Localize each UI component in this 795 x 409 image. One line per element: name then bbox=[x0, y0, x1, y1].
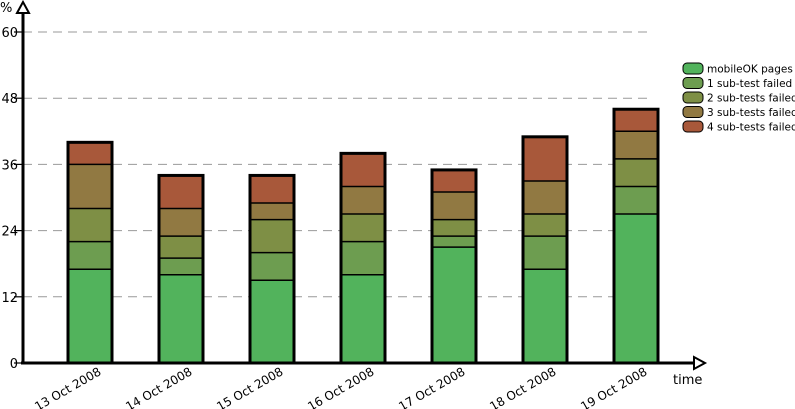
bar-segment bbox=[432, 191, 476, 220]
bar-segment bbox=[432, 247, 476, 363]
bar-segment bbox=[614, 109, 658, 132]
legend-label: 3 sub-tests failed bbox=[707, 107, 795, 119]
x-axis-label: time bbox=[673, 373, 702, 388]
legend-swatch bbox=[682, 91, 704, 104]
bars bbox=[66, 107, 660, 365]
bar-segment bbox=[432, 236, 476, 248]
bar-segment bbox=[341, 153, 385, 187]
x-axis-arrow bbox=[693, 355, 708, 371]
x-tick-label: 16 Oct 2008 bbox=[305, 364, 376, 409]
bar-segment bbox=[250, 219, 294, 253]
x-tick-label: 18 Oct 2008 bbox=[487, 364, 558, 409]
bar-segment bbox=[159, 208, 203, 237]
legend-swatch bbox=[682, 106, 704, 118]
bar-segment bbox=[614, 158, 658, 187]
bar-segment bbox=[341, 186, 385, 215]
bar-segment bbox=[523, 136, 567, 181]
bar-segment bbox=[159, 258, 203, 275]
bar-segment bbox=[159, 274, 203, 363]
bar-segment bbox=[68, 142, 112, 165]
y-axis-label: % bbox=[0, 1, 12, 16]
axes: % time bbox=[0, 0, 708, 388]
bar-segment bbox=[68, 269, 112, 363]
bar-segment bbox=[523, 269, 567, 363]
bar-segment bbox=[341, 274, 385, 363]
x-tick-label: 19 Oct 2008 bbox=[578, 364, 649, 409]
y-tick-label: 60 bbox=[1, 26, 18, 41]
x-tick-label: 14 Oct 2008 bbox=[123, 364, 194, 409]
bar-segment bbox=[68, 241, 112, 270]
legend-label: 1 sub-test failed bbox=[707, 78, 792, 90]
y-axis-arrow bbox=[15, 0, 31, 14]
bar-segment bbox=[341, 214, 385, 242]
legend-swatch bbox=[682, 77, 704, 89]
legend-swatch bbox=[682, 62, 704, 75]
bar-segment bbox=[250, 175, 294, 204]
x-tick-label: 15 Oct 2008 bbox=[214, 364, 285, 409]
y-tick-label: 48 bbox=[1, 92, 18, 107]
y-tick-label: 36 bbox=[1, 158, 18, 173]
bar-segment bbox=[68, 208, 112, 242]
x-tick-label: 13 Oct 2008 bbox=[32, 364, 103, 409]
bar-segment bbox=[68, 164, 112, 209]
bar-segment bbox=[250, 252, 294, 281]
bar-segment bbox=[159, 175, 203, 209]
bar-segment bbox=[523, 180, 567, 215]
bar-segment bbox=[432, 169, 476, 192]
y-tick-label: 24 bbox=[1, 225, 18, 240]
bar-segment bbox=[614, 131, 658, 159]
legend-swatch bbox=[682, 120, 704, 133]
bar-segment bbox=[432, 219, 476, 237]
bar-segment bbox=[341, 241, 385, 275]
bar-segment bbox=[614, 186, 658, 215]
bar-segment bbox=[250, 203, 294, 220]
bar-segment bbox=[523, 214, 567, 237]
y-tick-labels: 0 12 24 36 48 60 bbox=[1, 26, 23, 372]
bar-segment bbox=[159, 236, 203, 259]
x-tick-label: 17 Oct 2008 bbox=[396, 364, 467, 409]
legend-label: mobileOK pages bbox=[707, 64, 793, 76]
y-tick-label: 0 bbox=[10, 357, 18, 372]
y-tick-label: 12 bbox=[1, 291, 18, 306]
legend: mobileOK pages 1 sub-test failed 2 sub-tes… bbox=[682, 62, 795, 134]
legend-label: 2 sub-tests failed bbox=[707, 93, 795, 105]
bar-segment bbox=[614, 214, 658, 363]
legend-label: 4 sub-tests failed bbox=[707, 122, 795, 134]
x-tick-labels: 13 Oct 2008 14 Oct 2008 15 Oct 2008 16 Oct … bbox=[32, 364, 649, 409]
bar-segment bbox=[523, 236, 567, 270]
bar-segment bbox=[250, 280, 294, 363]
